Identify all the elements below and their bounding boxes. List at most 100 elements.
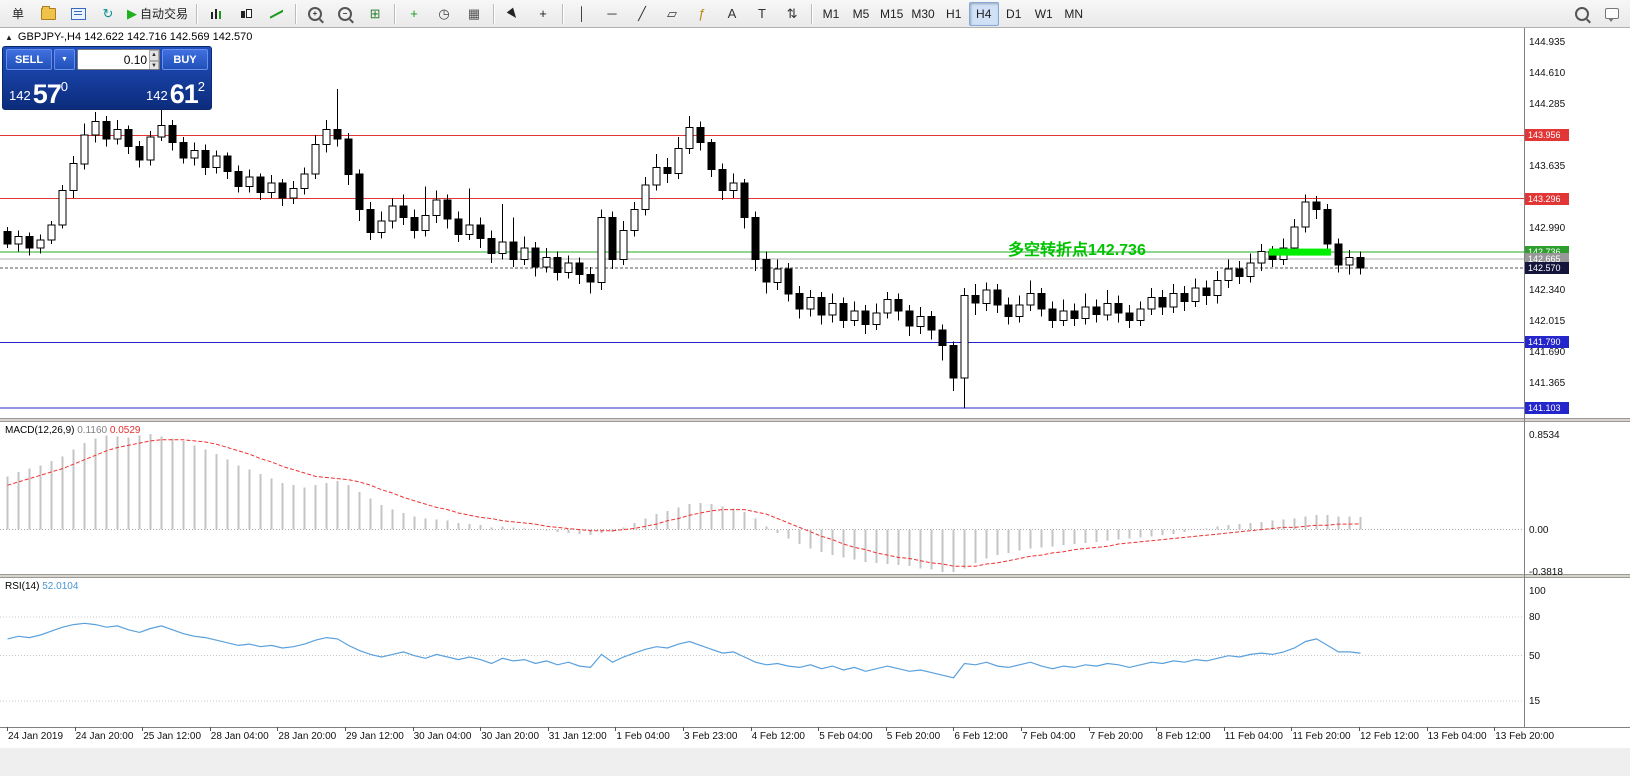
trendline-button[interactable]: ╱ bbox=[627, 2, 657, 26]
cursor-button[interactable] bbox=[498, 2, 528, 26]
timeframe-h1-button[interactable]: H1 bbox=[939, 2, 969, 26]
macd-panel[interactable] bbox=[0, 422, 1524, 574]
market-watch-button[interactable] bbox=[63, 2, 93, 26]
cursor-icon bbox=[506, 7, 520, 20]
panel-splitter[interactable] bbox=[0, 574, 1630, 578]
bar-chart-button[interactable] bbox=[201, 2, 231, 26]
time-tick-mark bbox=[277, 727, 279, 731]
timeframe-d1-button[interactable]: D1 bbox=[999, 2, 1029, 26]
chat-button[interactable] bbox=[1597, 2, 1627, 26]
price-tick: 142.990 bbox=[1529, 222, 1566, 234]
time-tick: 13 Feb 04:00 bbox=[1427, 731, 1487, 742]
highlight-segment[interactable] bbox=[1269, 248, 1331, 256]
price-chart-canvas[interactable] bbox=[0, 28, 1524, 418]
volume-input[interactable] bbox=[77, 50, 150, 69]
trade-panel-controls: SELL ▼ ▲ ▼ BUY bbox=[6, 49, 208, 70]
timeframe-m30-button[interactable]: M30 bbox=[907, 2, 938, 26]
new-order-button[interactable]: 单 bbox=[3, 2, 33, 26]
ask-main: 61 bbox=[169, 79, 199, 109]
turning-point-annotation[interactable]: 多空转折点142.736 bbox=[1008, 242, 1146, 259]
glyph-icon: ─ bbox=[607, 6, 617, 21]
panel-splitter[interactable] bbox=[0, 418, 1630, 422]
tile-windows-button[interactable]: ⊞ bbox=[360, 2, 390, 26]
symbol-info: ▲ GBPJPY-,H4 142.622 142.716 142.569 142… bbox=[5, 31, 252, 43]
time-tick-mark bbox=[1223, 727, 1225, 731]
auto-trading-button[interactable]: ▶ 自动交易 bbox=[123, 2, 192, 26]
rsi-tick: 50 bbox=[1529, 650, 1541, 662]
zoom-out-button[interactable]: − bbox=[330, 2, 360, 26]
line-chart-button[interactable] bbox=[261, 2, 291, 26]
price-tick: 143.635 bbox=[1529, 161, 1566, 173]
vertical-line-button[interactable]: │ bbox=[567, 2, 597, 26]
text-button[interactable]: A bbox=[717, 2, 747, 26]
equidistant-channel-button[interactable]: ▱ bbox=[657, 2, 687, 26]
candlestick-chart-button[interactable] bbox=[231, 2, 261, 26]
price-tag: 143.956 bbox=[1525, 129, 1569, 142]
time-axis[interactable] bbox=[0, 727, 1630, 748]
glyph-icon: ƒ bbox=[698, 6, 706, 21]
glyph-icon: A bbox=[727, 6, 737, 21]
glyph-icon: + bbox=[410, 6, 418, 21]
time-tick-mark bbox=[7, 727, 8, 731]
buy-price[interactable]: 142 61 2 bbox=[146, 79, 205, 109]
timeframe-m5-button[interactable]: M5 bbox=[846, 2, 876, 26]
volume-dropdown-button[interactable]: ▼ bbox=[54, 49, 75, 70]
timeframe-w1-button[interactable]: W1 bbox=[1029, 2, 1059, 26]
crosshair-button[interactable]: + bbox=[528, 2, 558, 26]
rsi-canvas[interactable] bbox=[0, 578, 1524, 727]
time-tick: 31 Jan 12:00 bbox=[548, 731, 607, 742]
timeframe-m1-button[interactable]: M1 bbox=[816, 2, 846, 26]
button-label: M1 bbox=[822, 6, 840, 21]
time-tick: 24 Jan 2019 bbox=[8, 731, 64, 742]
trade-panel-prices: 142 57 0 142 61 2 bbox=[6, 72, 208, 109]
time-tick-mark bbox=[142, 727, 144, 731]
toolbar-separator bbox=[811, 3, 813, 24]
macd-tick: -0.3818 bbox=[1529, 566, 1563, 578]
timeframe-m15-button[interactable]: M15 bbox=[876, 2, 907, 26]
macd-name: MACD(12,26,9) bbox=[5, 425, 75, 436]
fibonacci-button[interactable]: ƒ bbox=[687, 2, 717, 26]
rsi-tick: 80 bbox=[1529, 611, 1541, 623]
arrows-button[interactable]: ⇅ bbox=[777, 2, 807, 26]
lens-icon: + bbox=[308, 6, 323, 21]
time-tick: 1 Feb 04:00 bbox=[616, 731, 670, 742]
zoom-in-button[interactable]: + bbox=[300, 2, 330, 26]
rsi-label: RSI(14) 52.0104 bbox=[5, 581, 78, 592]
time-tick: 29 Jan 12:00 bbox=[346, 731, 404, 742]
price-axis-border bbox=[1524, 28, 1525, 727]
search-button[interactable] bbox=[1567, 2, 1597, 26]
button-label: M5 bbox=[852, 6, 870, 21]
refresh-button[interactable]: ↻ bbox=[93, 2, 123, 26]
indicators-button[interactable]: + bbox=[399, 2, 429, 26]
volume-increase-button[interactable]: ▲ bbox=[149, 50, 159, 61]
templates-button[interactable]: ▦ bbox=[459, 2, 489, 26]
bottom-filler bbox=[0, 748, 1630, 776]
sell-button[interactable]: SELL bbox=[6, 49, 52, 70]
main-chart-panel[interactable] bbox=[0, 28, 1524, 418]
button-label: M15 bbox=[880, 6, 904, 21]
folder-icon bbox=[40, 5, 56, 20]
timeframe-mn-button[interactable]: MN bbox=[1059, 2, 1089, 26]
macd-signal-line bbox=[7, 439, 1361, 567]
rsi-panel[interactable] bbox=[0, 578, 1524, 727]
data-folder-button[interactable] bbox=[33, 2, 63, 26]
periods-button[interactable]: ◷ bbox=[429, 2, 459, 26]
time-tick: 25 Jan 12:00 bbox=[143, 731, 202, 742]
macd-canvas[interactable] bbox=[0, 422, 1524, 574]
collapse-triangle-icon[interactable]: ▲ bbox=[5, 32, 13, 42]
volume-decrease-button[interactable]: ▼ bbox=[149, 61, 159, 69]
time-tick: 8 Feb 12:00 bbox=[1157, 731, 1211, 742]
sell-price[interactable]: 142 57 0 bbox=[9, 79, 68, 109]
glyph-icon: │ bbox=[577, 6, 587, 21]
label-button[interactable]: T bbox=[747, 2, 777, 26]
timeframe-h4-button[interactable]: H4 bbox=[968, 1, 999, 26]
horizontal-line-button[interactable]: ─ bbox=[597, 2, 627, 26]
time-tick-mark bbox=[547, 727, 549, 731]
buy-button[interactable]: BUY bbox=[162, 49, 208, 70]
price-tag: 142.570 bbox=[1525, 261, 1569, 274]
bid-main: 57 bbox=[32, 79, 62, 109]
rsi-tick: 15 bbox=[1529, 696, 1541, 708]
button-label: M30 bbox=[911, 6, 935, 21]
time-tick-mark bbox=[412, 727, 414, 731]
